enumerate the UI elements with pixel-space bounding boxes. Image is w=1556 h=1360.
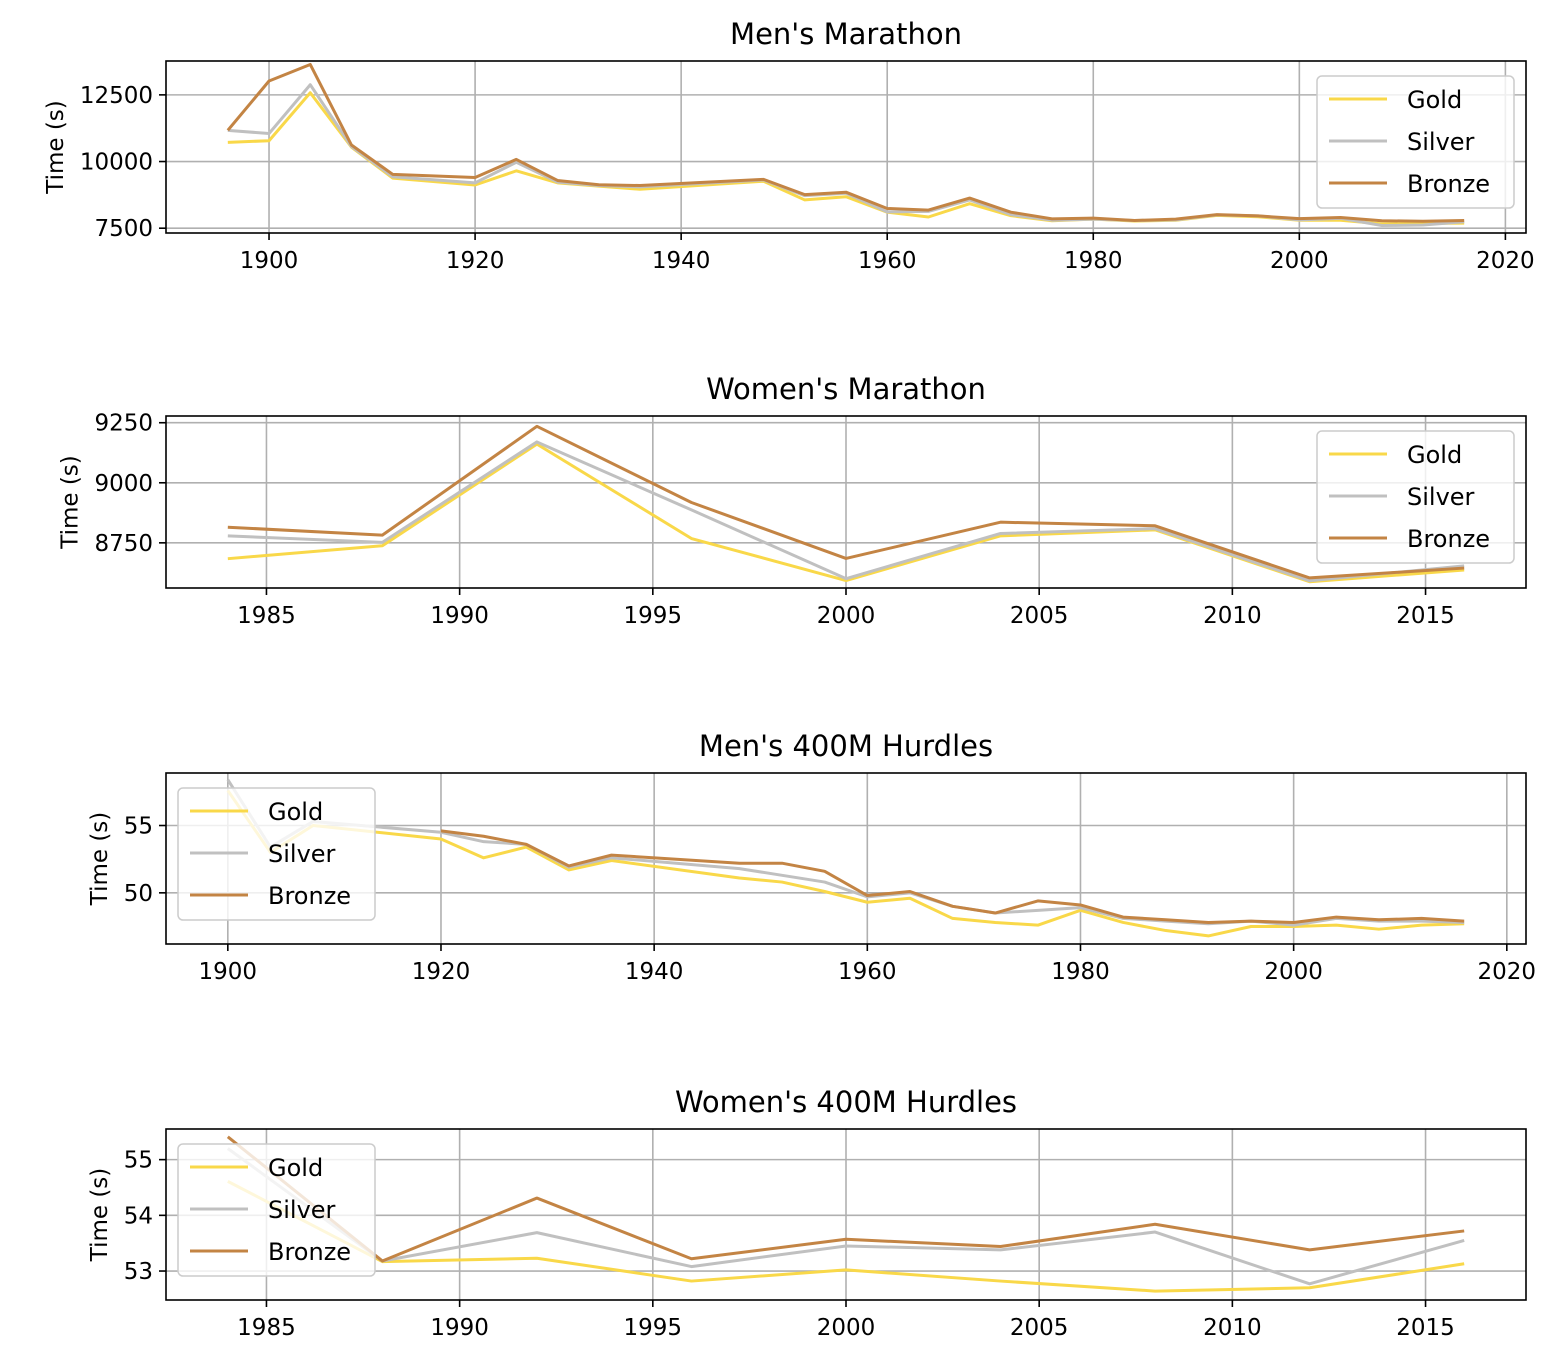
chart-title: Men's 400M Hurdles: [699, 729, 993, 763]
x-tick-label: 2010: [1203, 1315, 1262, 1341]
x-tick-label: 1940: [652, 248, 711, 274]
x-tick-label: 1980: [1051, 959, 1110, 985]
x-tick-label: 1990: [430, 1315, 489, 1341]
legend-label-silver: Silver: [1407, 128, 1475, 156]
x-tick-label: 1960: [858, 248, 917, 274]
series-line-silver: [227, 83, 1465, 228]
x-tick-label: 2020: [1478, 959, 1537, 985]
y-axis-label: Time (s): [87, 1168, 113, 1263]
series-line-bronze: [226, 62, 1465, 223]
x-tick-label: 1960: [838, 959, 897, 985]
y-tick-label: 12500: [80, 83, 153, 109]
plot-frame: [165, 772, 1527, 945]
legend-label-bronze: Bronze: [1407, 525, 1490, 553]
legend: Gold Silver Bronze: [177, 1143, 376, 1277]
series-line-bronze: [227, 424, 1465, 580]
y-tick-label: 50: [124, 881, 153, 907]
legend-box: [1316, 75, 1515, 209]
x-tick-label: 1940: [625, 959, 684, 985]
x-tick-label: 1920: [412, 959, 471, 985]
x-tick-label: 2005: [1010, 1315, 1069, 1341]
x-tick-label: 2000: [1264, 959, 1323, 985]
chart-panel-4: 1985 1990 1995 2000 2005 2010 2015 53 54 55 Women'…: [87, 1085, 1527, 1341]
x-tick-label: 2000: [1270, 248, 1329, 274]
legend-label-gold: Gold: [268, 1154, 323, 1182]
legend-label-silver: Silver: [268, 1196, 336, 1224]
y-axis-label: Time (s): [43, 100, 69, 195]
legend-label-bronze: Bronze: [268, 882, 351, 910]
chart-title: Women's 400M Hurdles: [675, 1085, 1017, 1119]
legend: Gold Silver Bronze: [177, 787, 376, 921]
y-tick-label: 53: [124, 1259, 153, 1285]
x-tick-label: 1990: [430, 603, 489, 629]
y-tick-label: 55: [124, 814, 153, 840]
y-tick-label: 9250: [94, 411, 153, 437]
x-tick-label: 1900: [199, 959, 258, 985]
y-tick-label: 55: [124, 1148, 153, 1174]
legend-box: [177, 1143, 376, 1277]
x-tick-label: 1995: [624, 1315, 683, 1341]
series-line-gold: [227, 1180, 1465, 1293]
legend-label-gold: Gold: [1407, 441, 1462, 469]
chart-panel-1: 1900 1920 1940 1960 1980 2000 2020 7500 10000 125…: [43, 17, 1535, 274]
legend-label-bronze: Bronze: [1407, 170, 1490, 198]
chart-title: Men's Marathon: [730, 17, 962, 51]
series-line-silver: [227, 440, 1465, 583]
legend-label-gold: Gold: [268, 798, 323, 826]
legend-label-gold: Gold: [1407, 86, 1462, 114]
series-line-gold: [226, 789, 1465, 938]
y-tick-label: 7500: [94, 216, 153, 242]
y-axis-label: Time (s): [58, 455, 84, 550]
legend: Gold Silver Bronze: [1316, 75, 1515, 209]
legend-box: [1316, 430, 1515, 564]
x-tick-label: 2015: [1396, 1315, 1455, 1341]
x-tick-label: 1980: [1064, 248, 1123, 274]
x-tick-label: 2015: [1396, 603, 1455, 629]
y-tick-label: 10000: [80, 150, 153, 176]
x-tick-label: 2005: [1010, 603, 1069, 629]
x-tick-label: 1985: [237, 603, 296, 629]
series-line-silver: [226, 778, 1465, 927]
x-tick-label: 1985: [237, 1315, 296, 1341]
x-tick-label: 2000: [817, 1315, 876, 1341]
series-line-silver: [226, 1147, 1465, 1286]
legend-label-bronze: Bronze: [268, 1238, 351, 1266]
legend: Gold Silver Bronze: [1316, 430, 1515, 564]
x-tick-label: 2010: [1203, 603, 1262, 629]
y-tick-label: 54: [124, 1203, 153, 1229]
x-tick-label: 2020: [1476, 248, 1535, 274]
y-tick-label: 8750: [94, 531, 153, 557]
x-tick-label: 1900: [240, 248, 299, 274]
x-tick-label: 2000: [817, 603, 876, 629]
x-tick-label: 1920: [446, 248, 505, 274]
y-axis-label: Time (s): [87, 812, 113, 907]
x-tick-label: 1995: [624, 603, 683, 629]
chart-title: Women's Marathon: [706, 372, 986, 406]
chart-panel-2: 1985 1990 1995 2000 2005 2010 2015 8750 9000 9250…: [58, 372, 1527, 629]
plot-frame: [165, 60, 1527, 234]
y-tick-label: 9000: [94, 471, 153, 497]
chart-panel-3: 1900 1920 1940 1960 1980 2000 2020 50 55 Men's 40…: [87, 729, 1536, 985]
legend-label-silver: Silver: [268, 840, 336, 868]
series-line-bronze: [440, 829, 1465, 924]
series-line-gold: [227, 91, 1465, 226]
legend-box: [177, 787, 376, 921]
series-line-bronze: [226, 1135, 1465, 1263]
legend-label-silver: Silver: [1407, 483, 1475, 511]
